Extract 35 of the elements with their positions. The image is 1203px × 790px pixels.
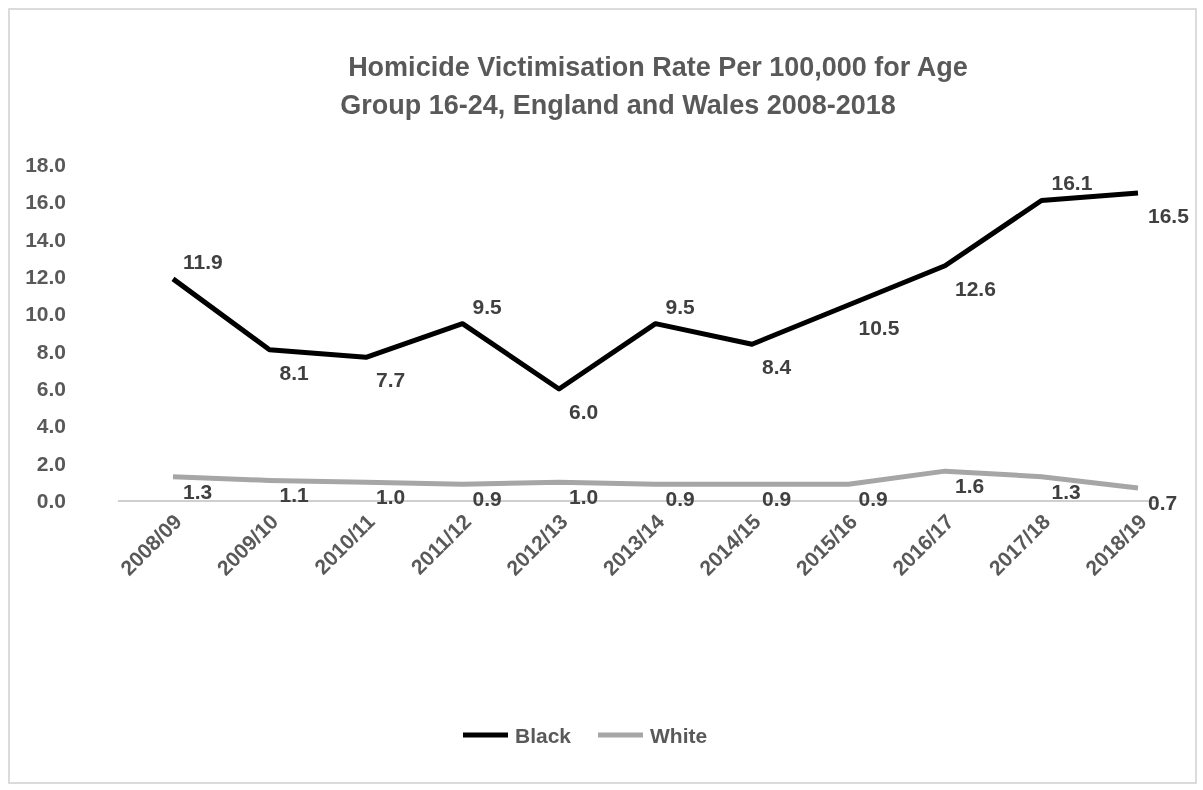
data-label: 8.4: [762, 355, 792, 379]
y-tick-label: 2.0: [36, 451, 66, 475]
y-tick-label: 8.0: [36, 339, 66, 363]
data-label: 12.6: [955, 276, 996, 300]
data-label: 1.3: [1051, 479, 1081, 503]
data-label: 0.9: [665, 487, 695, 511]
y-tick-label: 0.0: [36, 489, 66, 512]
chart-title: Homicide Victimisation Rate Per 100,000 for Age Group 16-24, England and Wales 2008-2018: [340, 52, 968, 120]
data-label: 0.9: [762, 487, 792, 511]
data-label: 10.5: [858, 316, 900, 339]
y-tick-label: 10.0: [25, 302, 66, 326]
y-tick-label: 16.0: [25, 190, 66, 214]
data-label: 11.9: [183, 249, 223, 273]
y-tick-label: 6.0: [36, 377, 66, 400]
data-label: 1.1: [279, 483, 310, 507]
data-label: 1.3: [183, 479, 213, 503]
data-label: 1.6: [955, 474, 985, 498]
legend-label: Black: [515, 724, 572, 747]
data-label: 0.9: [472, 487, 502, 511]
data-label: 9.5: [665, 294, 696, 318]
legend-label: White: [650, 724, 708, 747]
data-label: 8.1: [279, 360, 310, 384]
y-tick-label: 12.0: [25, 265, 66, 288]
data-label: 16.1: [1051, 171, 1093, 195]
data-label: 16.5: [1148, 204, 1190, 227]
data-label: 7.7: [376, 368, 406, 392]
data-label: 1.0: [376, 485, 406, 509]
data-label: 0.9: [858, 487, 888, 511]
data-label: 0.7: [1148, 490, 1178, 514]
data-label: 6.0: [569, 400, 599, 423]
y-tick-label: 14.0: [25, 227, 66, 251]
y-tick-label: 18.0: [25, 153, 66, 176]
data-label: 9.5: [472, 294, 503, 318]
data-label: 1.0: [569, 485, 599, 509]
y-tick-label: 4.0: [36, 414, 66, 438]
